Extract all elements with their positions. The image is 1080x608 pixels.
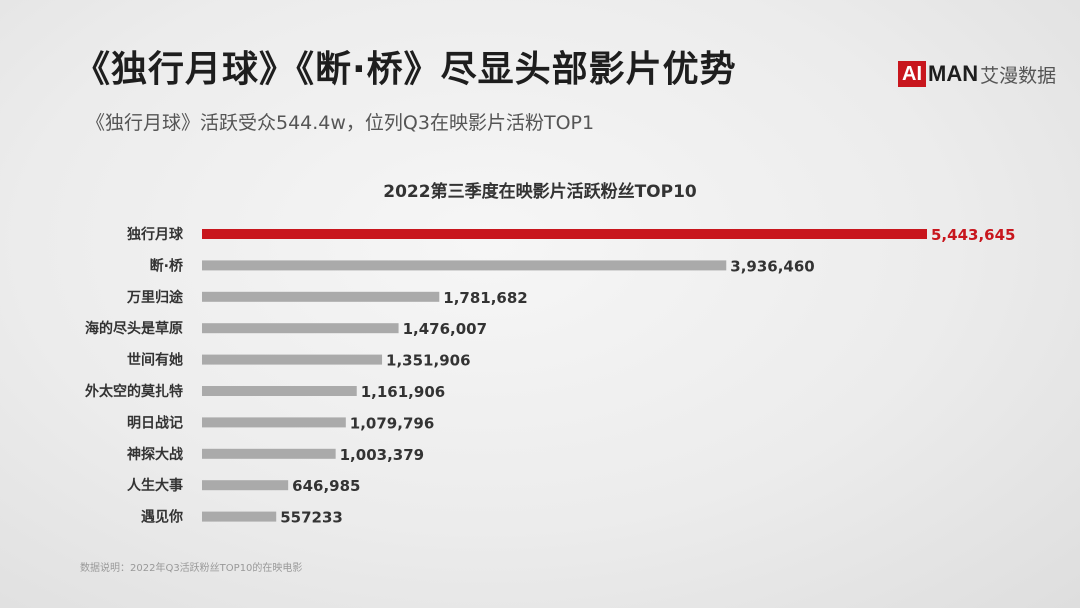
chart-title: 2022第三季度在映影片活跃粉丝TOP10 [383,182,697,202]
brand-logo: AI MAN 艾漫数据 [898,60,1056,88]
value-label: 1,003,379 [340,446,424,464]
category-label: 独行月球 [127,226,184,243]
bar [202,417,346,428]
logo-box-text: AI [898,61,926,87]
category-label: 世间有她 [127,352,183,369]
value-label: 3,936,460 [730,257,814,275]
category-label: 人生大事 [127,477,183,494]
bar [202,511,277,522]
bar [202,291,440,302]
bar [202,260,727,271]
value-label: 646,985 [292,477,360,495]
category-label: 神探大战 [127,446,183,463]
category-label: 明日战记 [127,414,183,431]
logo-bold-text: MAN [928,61,979,86]
logo-cn-text: 艾漫数据 [980,64,1057,87]
bar [202,229,927,239]
value-label: 1,351,906 [386,352,470,370]
category-label: 遇见你 [141,509,183,526]
category-label: 海的尽头是草原 [85,320,183,337]
page-subtitle: 《独行月球》活跃受众544.4w，位列Q3在映影片活粉TOP1 [86,112,595,134]
bar [202,323,399,334]
bar [202,480,289,491]
value-label: 1,781,682 [443,289,527,307]
bar-chart: 独行月球 5,443,645 断·桥 3,936,460 万里归途 1,781,682 海的… [85,226,1015,527]
footnote: 数据说明：2022年Q3活跃粉丝TOP10的在映电影 [80,563,303,574]
bar [202,386,357,396]
category-label: 万里归途 [126,289,184,306]
bar [202,448,336,459]
value-label: 5,443,645 [931,226,1015,244]
value-label: 1,161,906 [361,383,445,401]
value-label: 557233 [280,509,343,527]
page-title: 《独行月球》《断·桥》尽显头部影片优势 [74,49,737,90]
value-label: 1,476,007 [403,320,487,338]
category-label: 外太空的莫扎特 [85,383,183,400]
bar [202,354,383,365]
category-label: 断·桥 [150,257,184,274]
value-label: 1,079,796 [350,414,434,432]
